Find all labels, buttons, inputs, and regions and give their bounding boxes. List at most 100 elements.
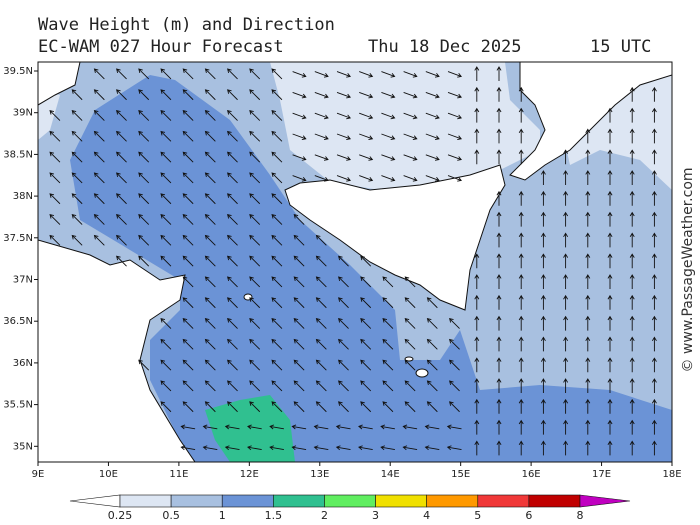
wave-arrow [629, 357, 635, 373]
wave-arrow [247, 424, 262, 430]
wave-arrow [563, 336, 569, 352]
wave-arrow [116, 234, 127, 246]
wave-arrow [315, 359, 327, 371]
wave-arrow [382, 297, 394, 309]
wave-arrow [116, 89, 127, 101]
wave-arrow [496, 440, 502, 456]
wave-arrow [249, 172, 261, 184]
lat-label: 35.5N [3, 400, 33, 411]
wave-arrow [138, 89, 150, 101]
wave-arrow [474, 419, 480, 435]
wave-arrow [138, 234, 150, 246]
wave-arrow [116, 68, 127, 80]
wave-arrow [271, 338, 283, 350]
lon-label: 9E [32, 469, 45, 480]
wave-arrow [518, 315, 524, 331]
wave-arrow [474, 336, 480, 352]
wave-arrow [403, 154, 418, 161]
lon-label: 14E [381, 469, 400, 480]
wave-arrow [271, 255, 283, 267]
wave-arrow [651, 170, 657, 185]
tunisia [38, 239, 196, 462]
wave-arrow [449, 380, 460, 392]
wave-arrow [540, 315, 546, 331]
lat-label: 36N [13, 358, 33, 369]
wave-arrow [204, 151, 216, 163]
wave-arrow [116, 110, 127, 121]
wave-arrow [204, 297, 216, 309]
wave-arrow [160, 359, 172, 371]
wave-arrow [204, 68, 216, 80]
wave-arrow [359, 133, 374, 141]
wave-arrow [496, 378, 502, 393]
wave-arrow [518, 128, 524, 144]
wave-arrow [496, 274, 502, 289]
wave-arrow [496, 107, 502, 123]
wave-arrow [224, 424, 240, 430]
colorbar-swatch [170, 494, 223, 508]
colorbar-label: 4 [423, 509, 430, 522]
wave-arrow [292, 112, 307, 120]
wave-arrow [204, 401, 216, 413]
wave-arrow [93, 151, 105, 163]
wave-arrow [359, 175, 374, 182]
wave-arrow [182, 276, 194, 288]
wave-arrow [180, 424, 196, 430]
wave-arrow [360, 359, 372, 371]
wave-arrow [360, 318, 372, 329]
wave-arrow [360, 338, 372, 350]
wave-arrow [425, 112, 440, 120]
wave-arrow [518, 232, 524, 248]
wave-arrow [182, 401, 194, 413]
wave-arrow [93, 68, 105, 80]
wave-arrow [314, 133, 329, 141]
wave-arrow [651, 211, 657, 227]
wave-arrow [49, 193, 61, 205]
wave-arrow [359, 112, 374, 120]
wave-arrow [271, 276, 283, 288]
colorbar-label: 3 [372, 509, 379, 522]
wave-arrow [540, 170, 546, 185]
wave-arrow [204, 214, 216, 225]
wave-arrow [651, 128, 657, 144]
wave-arrow [227, 338, 238, 350]
wave-arrow [204, 359, 216, 371]
wave-arrow [204, 172, 216, 184]
wave-arrow [160, 380, 172, 392]
wave-arrow [249, 359, 261, 371]
wave-arrow [360, 380, 372, 392]
wave-arrow [182, 68, 194, 80]
wave-arrow [293, 297, 305, 309]
colorbar-swatch [477, 494, 530, 508]
wave-arrow [607, 398, 613, 414]
wave-arrow [204, 110, 216, 121]
wave-arrow [585, 170, 591, 185]
wave-arrow [404, 297, 416, 309]
wave-arrow [629, 211, 635, 227]
wave-arrow [338, 276, 349, 288]
wave-arrow [271, 130, 283, 142]
wave-arrow [138, 193, 150, 205]
wave-arrow [474, 128, 480, 144]
wave-arrow [540, 440, 546, 456]
wave-zone [270, 62, 540, 190]
wave-arrow [71, 214, 83, 225]
wave-arrow [71, 151, 83, 163]
wave-arrow [49, 172, 61, 184]
wave-arrow [160, 68, 172, 80]
wave-arrow [93, 234, 105, 246]
wave-arrow [563, 315, 569, 331]
wave-arrow [336, 175, 351, 182]
wave-arrow [563, 253, 569, 269]
wave-arrow [93, 172, 105, 184]
wave-arrow [425, 133, 440, 141]
wave-arrow [116, 151, 127, 163]
wave-arrow [382, 380, 394, 392]
wave-arrow [227, 130, 238, 142]
wave-arrow [474, 253, 480, 269]
wave-arrow [629, 149, 635, 165]
wave-arrow [563, 190, 569, 206]
wave-arrow [160, 172, 172, 184]
wave-arrow [585, 128, 591, 144]
colorbar-swatch [579, 494, 631, 508]
